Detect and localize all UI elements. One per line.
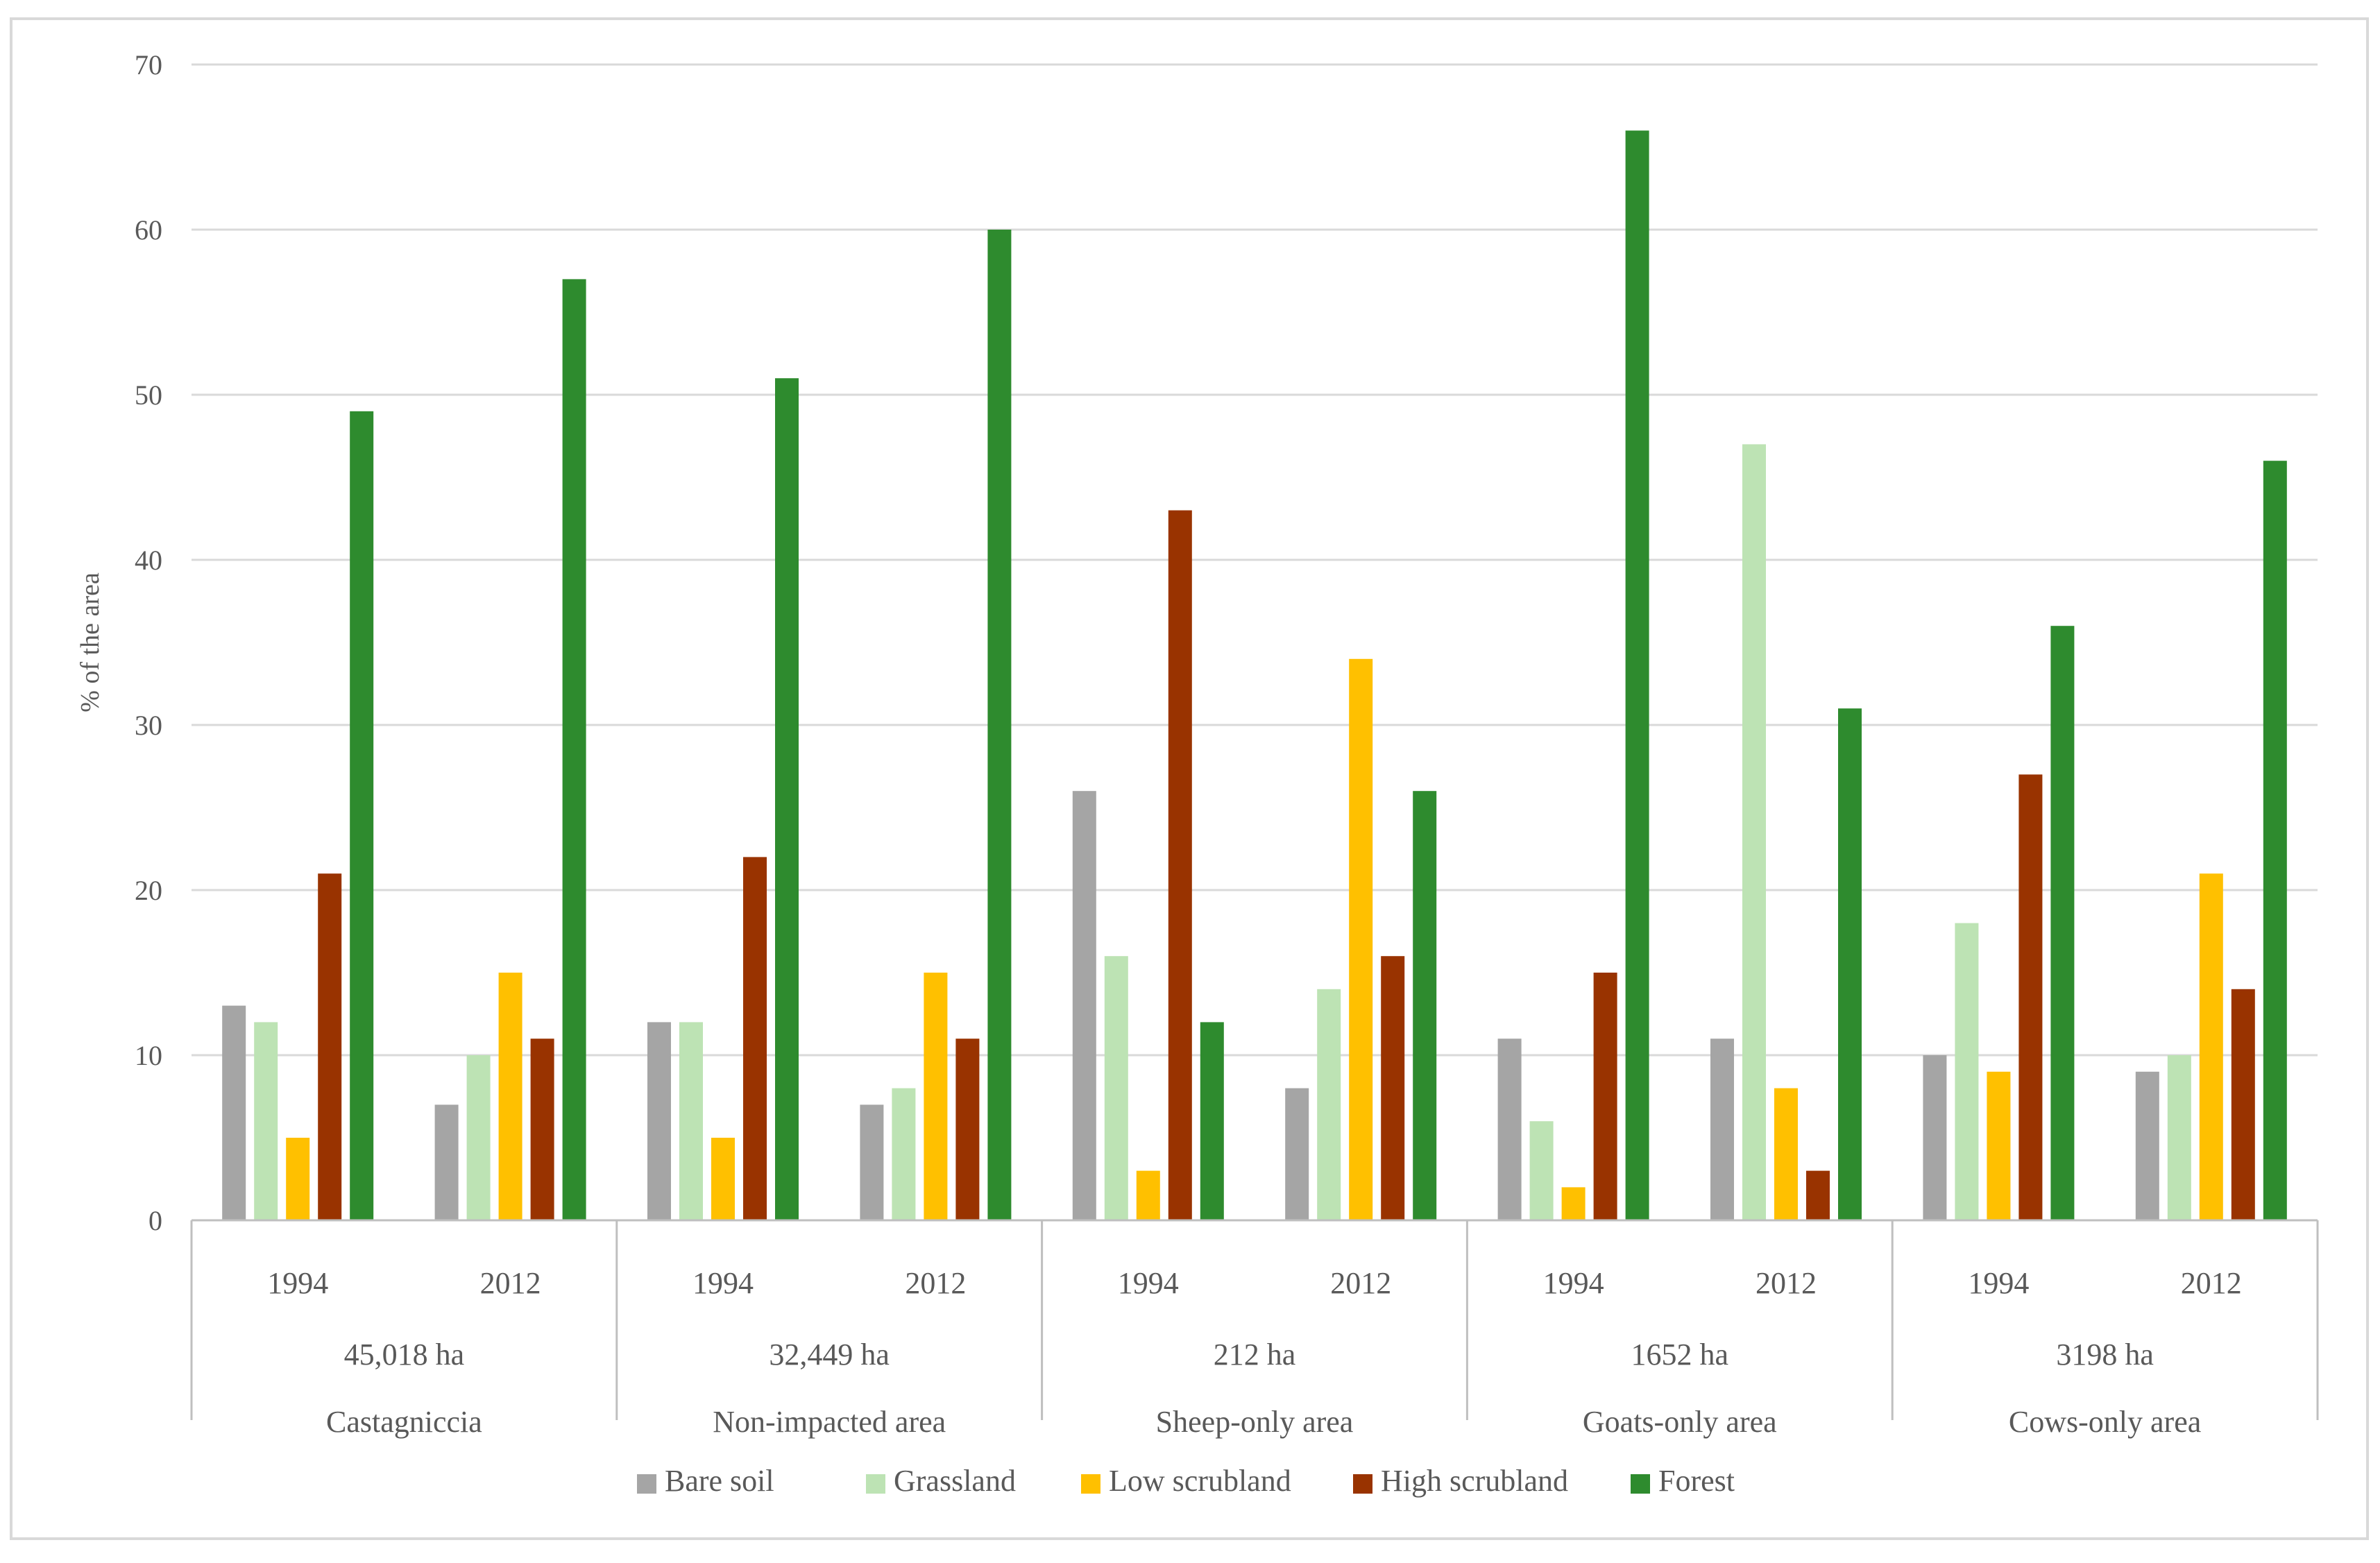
bar-low-scrubland (2199, 873, 2223, 1220)
bar-forest (1413, 791, 1437, 1220)
bar-bare-soil (434, 1104, 459, 1220)
bar-high-scrubland (2018, 774, 2043, 1220)
bar-forest (2263, 461, 2287, 1221)
region-label: Non-impacted area (713, 1405, 946, 1439)
y-tick-label: 70 (135, 49, 162, 80)
legend-label-low-scrubland: Low scrubland (1109, 1464, 1291, 1498)
bar-bare-soil (647, 1022, 671, 1220)
bar-forest (987, 230, 1012, 1220)
bar-grassland (1104, 956, 1128, 1220)
legend-swatch-bare-soil (637, 1474, 656, 1494)
legend-label-grassland: Grassland (894, 1464, 1016, 1498)
chart-frame: 0 10 20 30 40 50 60 70 1994 2012 45,018 ha Castagn… (10, 17, 2369, 1540)
bar-high-scrubland (2231, 989, 2255, 1220)
bar-forest (2050, 626, 2075, 1220)
bar-low-scrubland (1349, 658, 1373, 1220)
region-label: Castagniccia (326, 1405, 482, 1439)
bar-high-scrubland (1168, 510, 1192, 1220)
y-tick-label: 50 (135, 379, 162, 411)
region-label: Goats-only area (1583, 1405, 1777, 1439)
bar-low-scrubland (286, 1138, 310, 1220)
year-label: 1994 (1968, 1266, 2029, 1300)
bar-high-scrubland (1593, 973, 1617, 1220)
bar-high-scrubland (530, 1039, 554, 1220)
bar-grassland (1955, 923, 1979, 1220)
bar-bare-soil (1497, 1039, 1522, 1220)
bar-high-scrubland (743, 857, 767, 1220)
bar-grassland (1529, 1121, 1554, 1220)
bar-grassland (1742, 444, 1766, 1220)
y-tick-label: 0 (148, 1205, 162, 1236)
bar-low-scrubland (711, 1138, 735, 1220)
year-label: 2012 (480, 1266, 541, 1300)
bar-low-scrubland (498, 973, 522, 1220)
bar-bare-soil (860, 1104, 884, 1220)
region-label: Cows-only area (2009, 1405, 2201, 1439)
bar-high-scrubland (318, 873, 342, 1220)
bar-grassland (254, 1022, 278, 1220)
bar-high-scrubland (1381, 956, 1405, 1220)
bar-forest (562, 279, 586, 1220)
legend: Bare soil Grassland Low scrubland High scru… (637, 1464, 1735, 1498)
bar-high-scrubland (1806, 1170, 1830, 1220)
bar-high-scrubland (955, 1039, 980, 1220)
bars (222, 130, 2287, 1221)
y-tick-label: 60 (135, 214, 162, 246)
legend-swatch-forest (1631, 1474, 1650, 1494)
area-size-label: 45,018 ha (344, 1338, 465, 1372)
bar-low-scrubland (1987, 1071, 2011, 1220)
year-label: 1994 (267, 1266, 328, 1300)
legend-label-bare-soil: Bare soil (665, 1464, 774, 1498)
year-label: 1994 (692, 1266, 754, 1300)
y-tick-label: 20 (135, 875, 162, 906)
bar-forest (1200, 1022, 1224, 1220)
legend-swatch-low-scrubland (1081, 1474, 1100, 1494)
bar-bare-soil (1923, 1055, 1947, 1220)
bar-bare-soil (222, 1005, 246, 1220)
category-axis: 1994 2012 45,018 ha Castagniccia 1994 2012 32,… (190, 1219, 2319, 1439)
year-label: 2012 (2181, 1266, 2242, 1300)
bar-forest (350, 411, 374, 1220)
bar-bare-soil (1710, 1039, 1734, 1220)
year-label: 2012 (1756, 1266, 1817, 1300)
bar-bare-soil (1072, 791, 1096, 1220)
bar-low-scrubland (1561, 1187, 1586, 1220)
bar-chart: 0 10 20 30 40 50 60 70 1994 2012 45,018 ha Castagn… (76, 49, 2319, 1498)
bar-forest (1838, 708, 1862, 1220)
legend-label-forest: Forest (1658, 1464, 1735, 1498)
legend-label-high-scrubland: High scrubland (1381, 1464, 1568, 1498)
legend-swatch-high-scrubland (1353, 1474, 1372, 1494)
bar-grassland (1317, 989, 1341, 1220)
bar-bare-soil (2135, 1071, 2159, 1220)
y-axis-title: % of the area (76, 572, 105, 712)
year-label: 1994 (1118, 1266, 1179, 1300)
y-tick-label: 40 (135, 545, 162, 576)
bar-forest (775, 378, 799, 1221)
y-tick-label: 30 (135, 710, 162, 741)
y-tick-label: 10 (135, 1040, 162, 1071)
region-label: Sheep-only area (1156, 1405, 1354, 1439)
bar-low-scrubland (1136, 1170, 1160, 1220)
area-size-label: 3198 ha (2056, 1338, 2154, 1372)
bar-grassland (679, 1022, 703, 1220)
y-axis: 0 10 20 30 40 50 60 70 (135, 49, 162, 1236)
bar-grassland (892, 1088, 916, 1220)
gridlines (192, 63, 2318, 1057)
legend-swatch-grassland (866, 1474, 885, 1494)
bar-grassland (2167, 1055, 2191, 1220)
bar-forest (1625, 130, 1649, 1221)
bar-low-scrubland (1774, 1088, 1798, 1220)
year-label: 2012 (1330, 1266, 1391, 1300)
bar-low-scrubland (924, 973, 948, 1220)
bar-bare-soil (1285, 1088, 1309, 1220)
area-size-label: 1652 ha (1631, 1338, 1729, 1372)
area-size-label: 32,449 ha (769, 1338, 890, 1372)
year-label: 1994 (1543, 1266, 1604, 1300)
area-size-label: 212 ha (1214, 1338, 1296, 1372)
bar-grassland (466, 1055, 491, 1220)
year-label: 2012 (905, 1266, 966, 1300)
